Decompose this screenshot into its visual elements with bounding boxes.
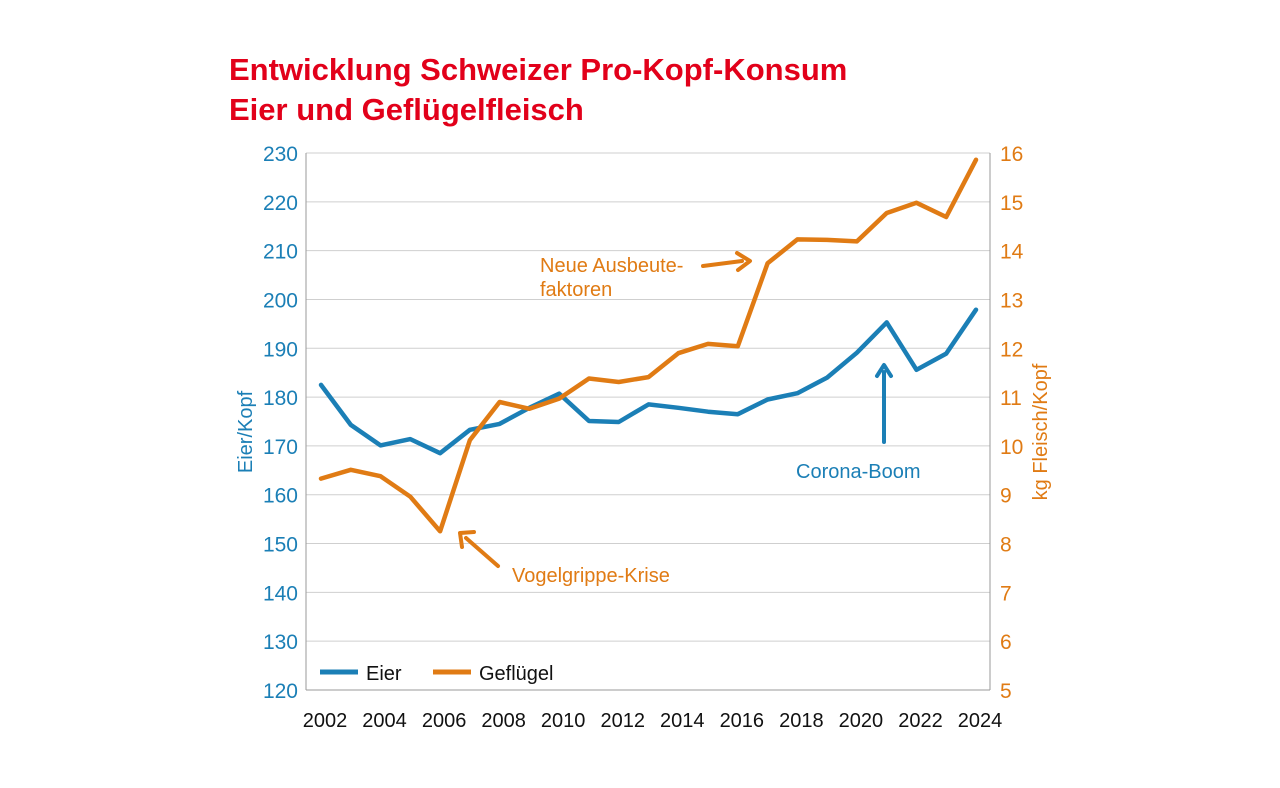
right-tick-label: 12 [1000,338,1023,361]
right-tick-label: 16 [1000,143,1023,166]
left-tick-label: 180 [263,387,298,410]
arrow-corona-icon [875,363,893,444]
series-line-gefluegel [318,157,979,534]
right-tick-label: 10 [1000,436,1023,459]
annotation-ausbeute-line-1: Neue Ausbeute- [540,255,683,277]
right-tick-label: 6 [1000,631,1012,654]
left-tick-label: 230 [263,143,298,166]
series-line-eier [318,307,979,456]
series-lines [318,157,979,534]
left-tick-label: 170 [263,436,298,459]
right-tick-label: 15 [1000,192,1023,215]
chart-title-line-1: Entwicklung Schweizer Pro-Kopf-Konsum [229,52,848,87]
chart-title-line-2: Eier und Geflügelfleisch [229,92,584,127]
x-tick-label: 2010 [541,710,586,732]
right-tick-label: 11 [1000,387,1022,410]
right-tick-label: 14 [1000,241,1024,264]
left-axis-label: Eier/Kopf [235,390,257,473]
x-tick-label: 2016 [720,710,765,732]
left-tick-label: 200 [263,289,298,312]
x-axis-ticks: 2002 2004 2006 2008 2010 2012 2014 2016 2018 2020… [303,710,1003,732]
right-tick-label: 8 [1000,534,1012,557]
legend-label-eier: Eier [366,663,402,685]
right-tick-label: 13 [1000,289,1023,312]
x-tick-label: 2002 [303,710,348,732]
x-tick-label: 2012 [600,710,645,732]
left-axis-ticks: 120 130 140 150 160 170 180 190 200 210 220 230 [263,143,298,703]
arrow-vogelgrippe-icon [458,530,500,568]
legend-label-gefluegel: Geflügel [479,663,554,685]
x-tick-label: 2024 [958,710,1003,732]
x-tick-label: 2008 [481,710,526,732]
right-axis-label: kg Fleisch/Kopf [1030,363,1052,500]
left-tick-label: 120 [263,680,298,703]
left-tick-label: 220 [263,192,298,215]
annotation-vogelgrippe-label: Vogelgrippe-Krise [512,565,670,587]
x-tick-label: 2022 [898,710,943,732]
gridlines [306,152,990,691]
annotation-ausbeute-line-2: faktoren [540,279,612,301]
annotation-ausbeute: Neue Ausbeute- faktoren [540,251,752,301]
right-tick-label: 7 [1000,582,1012,605]
annotation-corona-label: Corona-Boom [796,461,921,483]
left-tick-label: 160 [263,485,298,508]
left-tick-label: 190 [263,338,298,361]
annotation-vogelgrippe: Vogelgrippe-Krise [458,530,670,587]
left-tick-label: 150 [263,534,298,557]
right-axis-ticks: 5 6 7 8 9 10 11 12 13 14 15 16 [1000,143,1024,703]
x-tick-label: 2020 [839,710,884,732]
x-tick-label: 2006 [422,710,467,732]
x-tick-label: 2004 [362,710,407,732]
x-tick-label: 2018 [779,710,824,732]
axes [305,153,991,691]
x-tick-label: 2014 [660,710,705,732]
left-tick-label: 140 [263,582,298,605]
annotation-corona: Corona-Boom [796,363,921,483]
arrow-ausbeute-icon [701,251,752,272]
right-tick-label: 5 [1000,680,1012,703]
legend: Eier Geflügel [320,663,554,685]
right-tick-label: 9 [1000,485,1012,508]
left-tick-label: 130 [263,631,298,654]
left-tick-label: 210 [263,241,298,264]
